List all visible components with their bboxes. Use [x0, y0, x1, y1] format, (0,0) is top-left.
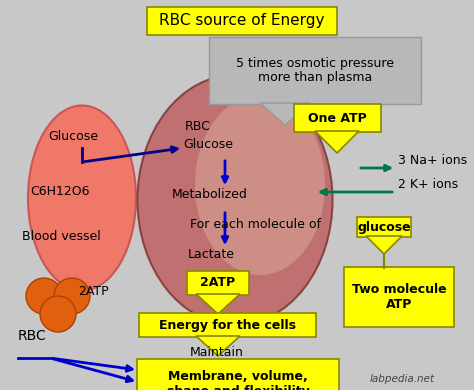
Text: Blood vessel: Blood vessel [22, 230, 101, 243]
Text: 3 Na+ ions: 3 Na+ ions [398, 154, 467, 167]
FancyBboxPatch shape [357, 217, 411, 237]
Text: 5 times osmotic pressure
more than plasma: 5 times osmotic pressure more than plasm… [236, 57, 394, 85]
Text: glucose: glucose [357, 220, 411, 234]
FancyBboxPatch shape [344, 267, 454, 327]
Text: RBC source of Energy: RBC source of Energy [159, 14, 325, 28]
Text: Metabolized: Metabolized [172, 188, 248, 201]
Text: Two molecule
ATP: Two molecule ATP [352, 283, 447, 311]
FancyBboxPatch shape [147, 7, 337, 35]
Text: Glucose: Glucose [183, 138, 233, 151]
Polygon shape [196, 294, 240, 314]
Text: Glucose: Glucose [48, 130, 98, 143]
Circle shape [54, 278, 90, 314]
Polygon shape [315, 131, 359, 153]
Text: Maintain: Maintain [190, 346, 244, 359]
Text: 2 K+ ions: 2 K+ ions [398, 178, 458, 191]
Ellipse shape [195, 95, 325, 275]
Polygon shape [366, 236, 402, 254]
Ellipse shape [137, 75, 332, 325]
Text: Lactate: Lactate [188, 248, 235, 261]
Ellipse shape [28, 106, 136, 291]
Text: Membrane, volume,
shape and flexibility: Membrane, volume, shape and flexibility [167, 370, 310, 390]
FancyBboxPatch shape [187, 271, 249, 295]
Polygon shape [196, 336, 240, 356]
FancyBboxPatch shape [139, 313, 316, 337]
Text: RBC: RBC [18, 329, 47, 343]
Text: C6H12O6: C6H12O6 [30, 185, 90, 198]
Circle shape [40, 296, 76, 332]
Polygon shape [260, 103, 310, 125]
Text: 2ATP: 2ATP [78, 285, 109, 298]
Text: 2ATP: 2ATP [201, 277, 236, 289]
Text: Energy for the cells: Energy for the cells [159, 319, 296, 332]
Text: RBC: RBC [185, 120, 211, 133]
Text: labpedia.net: labpedia.net [370, 374, 435, 384]
FancyBboxPatch shape [209, 37, 421, 104]
FancyBboxPatch shape [294, 104, 381, 132]
Circle shape [26, 278, 62, 314]
FancyBboxPatch shape [137, 359, 339, 390]
Text: For each molecule of: For each molecule of [190, 218, 321, 231]
Text: One ATP: One ATP [308, 112, 367, 124]
